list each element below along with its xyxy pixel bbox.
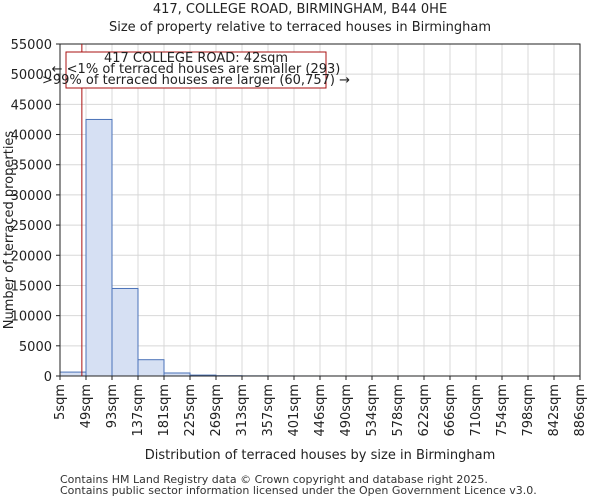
y-tick-label-20000: 20000 bbox=[11, 249, 52, 264]
x-tick-label-534sqm: 534sqm bbox=[365, 384, 380, 437]
x-tick-label-490sqm: 490sqm bbox=[339, 384, 354, 437]
y-tick-label-0: 0 bbox=[44, 370, 52, 385]
x-tick-label-93sqm: 93sqm bbox=[105, 384, 120, 428]
y-tick-label-25000: 25000 bbox=[11, 219, 52, 234]
annotation-line-3: >99% of terraced houses are larger (60,7… bbox=[42, 73, 350, 88]
bar-49sqm bbox=[85, 118, 113, 377]
chart-subtitle: Size of property relative to terraced ho… bbox=[108, 20, 492, 35]
bar-93sqm bbox=[111, 287, 139, 377]
x-tick-label-710sqm: 710sqm bbox=[469, 384, 484, 437]
footer-line-1: Contains HM Land Registry data © Crown c… bbox=[60, 473, 488, 486]
x-tick-label-446sqm: 446sqm bbox=[313, 384, 328, 437]
x-axis-label: Distribution of terraced houses by size … bbox=[145, 448, 495, 463]
x-tick-label-269sqm: 269sqm bbox=[209, 384, 224, 437]
x-tick-label-401sqm: 401sqm bbox=[287, 384, 302, 437]
x-tick-label-5sqm: 5sqm bbox=[53, 384, 68, 420]
x-tick-label-49sqm: 49sqm bbox=[79, 384, 94, 428]
x-tick-label-886sqm: 886sqm bbox=[573, 384, 588, 437]
y-tick-label-30000: 30000 bbox=[11, 189, 52, 204]
x-tick-label-357sqm: 357sqm bbox=[261, 384, 276, 437]
x-tick-label-798sqm: 798sqm bbox=[521, 384, 536, 437]
annotation-line-1: 417 COLLEGE ROAD: 42sqm bbox=[104, 51, 288, 66]
y-tick-label-5000: 5000 bbox=[19, 340, 52, 355]
y-ticks: 0 5000 10000 15000 20000 25000 30000 35000 40000… bbox=[11, 38, 60, 385]
y-axis-label: Number of terraced properties bbox=[2, 131, 17, 330]
x-tick-label-622sqm: 622sqm bbox=[417, 384, 432, 437]
y-tick-label-50000: 50000 bbox=[11, 68, 52, 83]
x-tick-label-754sqm: 754sqm bbox=[495, 384, 510, 437]
x-tick-label-666sqm: 666sqm bbox=[443, 384, 458, 437]
x-tick-label-578sqm: 578sqm bbox=[391, 384, 406, 437]
x-ticks: 5sqm 49sqm 93sqm 137sqm 181sqm 225sqm 269sqm 31… bbox=[53, 376, 588, 437]
annotation-line-2: ← <1% of terraced houses are smaller (29… bbox=[52, 62, 341, 77]
x-tick-label-225sqm: 225sqm bbox=[183, 384, 198, 437]
footer-line-2: Contains public sector information licen… bbox=[60, 484, 537, 497]
x-tick-label-181sqm: 181sqm bbox=[157, 384, 172, 437]
y-tick-label-10000: 10000 bbox=[11, 310, 52, 325]
x-tick-label-313sqm: 313sqm bbox=[235, 384, 250, 437]
chart-title: 417, COLLEGE ROAD, BIRMINGHAM, B44 0HE bbox=[152, 2, 448, 17]
x-tick-label-137sqm: 137sqm bbox=[131, 384, 146, 437]
bars bbox=[59, 118, 425, 377]
chart: 0 5000 10000 15000 20000 25000 30000 35000 40000… bbox=[2, 38, 588, 463]
y-tick-label-35000: 35000 bbox=[11, 159, 52, 174]
y-tick-label-55000: 55000 bbox=[11, 38, 52, 53]
y-tick-label-45000: 45000 bbox=[11, 98, 52, 113]
x-tick-label-842sqm: 842sqm bbox=[547, 384, 562, 437]
annotation-box: 417 COLLEGE ROAD: 42sqm ← <1% of terrace… bbox=[42, 51, 350, 89]
bar-137sqm bbox=[137, 359, 165, 377]
y-tick-label-15000: 15000 bbox=[11, 279, 52, 294]
y-tick-label-40000: 40000 bbox=[11, 129, 52, 144]
